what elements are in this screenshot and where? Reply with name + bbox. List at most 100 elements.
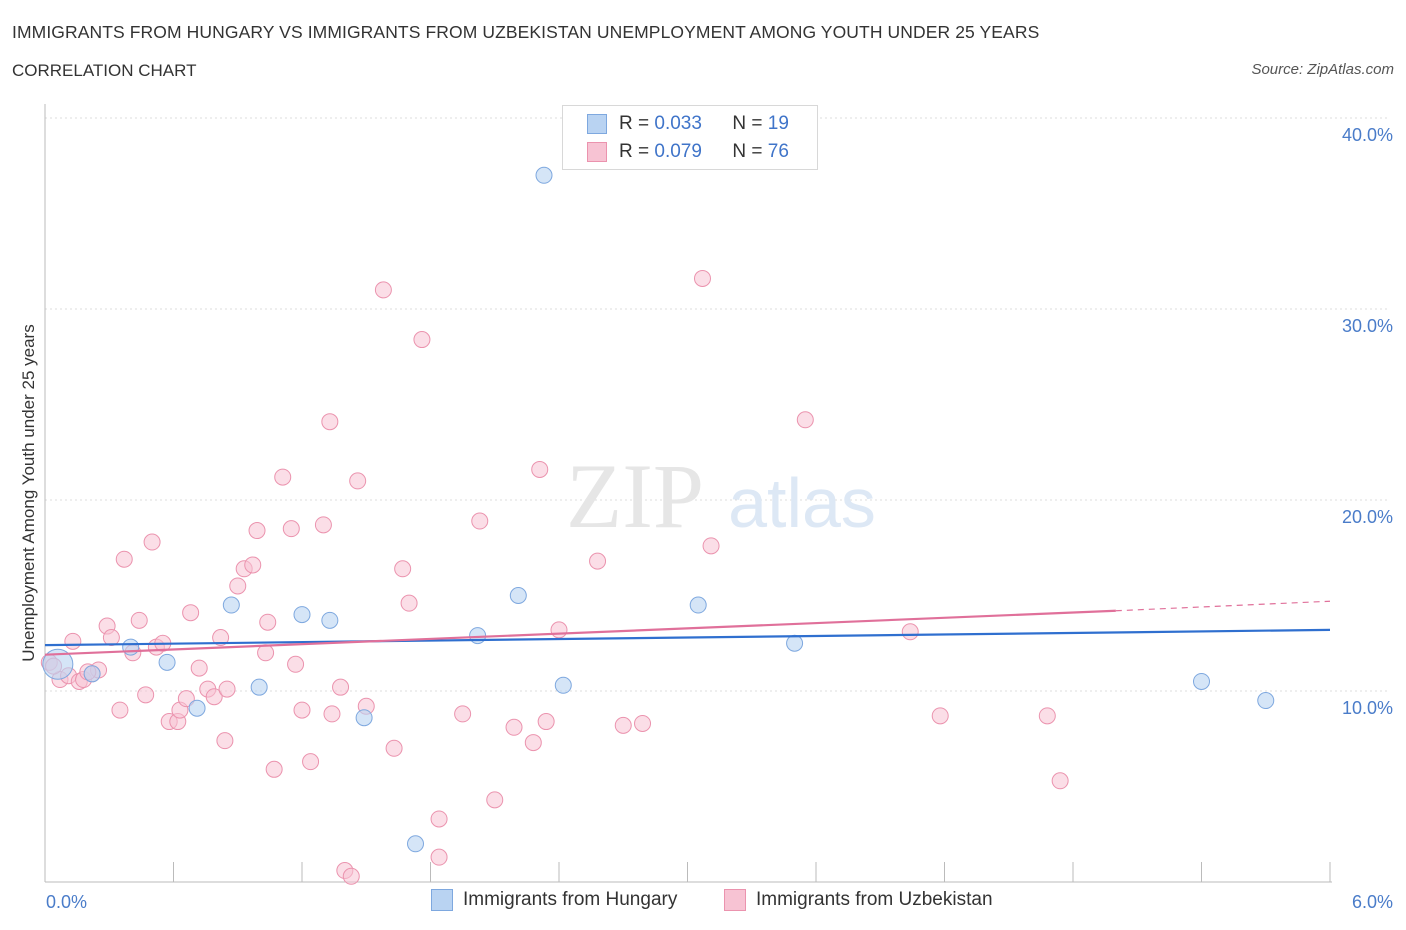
uzbekistan-point bbox=[524, 734, 542, 752]
watermark: ZIP atlas bbox=[566, 445, 876, 547]
uzbekistan-point bbox=[282, 520, 300, 538]
hungary-point bbox=[355, 709, 373, 727]
uzbekistan-point bbox=[413, 331, 431, 349]
hungary-n-label: N = bbox=[732, 113, 768, 134]
uzbekistan-point bbox=[614, 716, 632, 734]
legend-row-hungary: R = 0.033 N = 19 bbox=[587, 112, 789, 136]
uzbekistan-point bbox=[702, 537, 720, 555]
uzbekistan-point bbox=[505, 718, 523, 736]
uzbekistan-point bbox=[634, 714, 652, 732]
uzbekistan-point bbox=[374, 281, 392, 299]
hungary-swatch bbox=[587, 114, 607, 134]
uzbekistan-point bbox=[302, 753, 320, 771]
uzbekistan-point bbox=[430, 848, 448, 866]
hungary-point bbox=[689, 596, 707, 614]
uzbekistan-trend-line bbox=[44, 609, 1116, 656]
uzbekistan-point bbox=[177, 690, 195, 708]
uzbekistan-point bbox=[332, 678, 350, 696]
y-tick-label: 30.0% bbox=[1342, 316, 1393, 336]
hungary-point bbox=[321, 611, 339, 629]
uzbekistan-point bbox=[265, 760, 283, 778]
hungary-point bbox=[122, 638, 140, 656]
hungary-legend-swatch bbox=[431, 889, 453, 911]
watermark-atlas: atlas bbox=[728, 464, 876, 542]
hungary-legend-label: Immigrants from Hungary bbox=[463, 889, 678, 910]
uzbekistan-point bbox=[259, 613, 277, 631]
uzbekistan-point bbox=[931, 707, 949, 725]
legend-item-hungary[interactable]: Immigrants from Hungary bbox=[431, 889, 677, 911]
x-tick-label-min: 0.0% bbox=[46, 892, 87, 912]
uzbekistan-trend-extension bbox=[1115, 600, 1331, 612]
hungary-point bbox=[469, 627, 487, 645]
hungary-point bbox=[407, 835, 425, 853]
uzbekistan-point bbox=[537, 713, 555, 731]
uzbekistan-point bbox=[257, 644, 275, 662]
hungary-n-value: 19 bbox=[767, 113, 789, 134]
uzbekistan-point bbox=[394, 560, 412, 578]
uzbekistan-point bbox=[323, 705, 341, 723]
uzbekistan-r-value: 0.079 bbox=[654, 141, 702, 162]
hungary-point bbox=[250, 678, 268, 696]
legend-row-uzbekistan: R = 0.079 N = 76 bbox=[587, 140, 789, 164]
uzbekistan-r-label: R = bbox=[619, 141, 655, 162]
uzbekistan-point bbox=[486, 791, 504, 809]
y-tick-label: 20.0% bbox=[1342, 507, 1393, 527]
uzbekistan-point bbox=[218, 680, 236, 698]
uzbekistan-point bbox=[796, 411, 814, 429]
hungary-point bbox=[1257, 692, 1275, 710]
uzbekistan-legend-label: Immigrants from Uzbekistan bbox=[756, 889, 993, 910]
uzbekistan-point bbox=[182, 604, 200, 622]
uzbekistan-point bbox=[385, 739, 403, 757]
uzbekistan-point bbox=[454, 705, 472, 723]
uzbekistan-point bbox=[471, 512, 489, 530]
trend-lines bbox=[44, 600, 1331, 656]
uzbekistan-point bbox=[205, 688, 223, 706]
uzbekistan-point bbox=[190, 659, 208, 677]
uzbekistan-point bbox=[244, 556, 262, 574]
y-axis-label: Unemployment Among Youth under 25 years bbox=[19, 324, 38, 661]
uzbekistan-point bbox=[137, 686, 155, 704]
hungary-trend-line bbox=[44, 628, 1331, 647]
uzbekistan-point bbox=[550, 621, 568, 639]
uzbekistan-point bbox=[430, 810, 448, 828]
legend-item-uzbekistan[interactable]: Immigrants from Uzbekistan bbox=[724, 889, 993, 911]
uzbekistan-point bbox=[130, 611, 148, 629]
uzbekistan-point bbox=[248, 522, 266, 540]
hungary-point bbox=[158, 653, 176, 671]
uzbekistan-point bbox=[64, 632, 82, 650]
hungary-point bbox=[509, 587, 527, 604]
uzbekistan-point bbox=[901, 623, 919, 641]
uzbekistan-points bbox=[40, 269, 1069, 885]
uzbekistan-point bbox=[1038, 707, 1056, 725]
y-tick-label: 40.0% bbox=[1342, 125, 1393, 145]
uzbekistan-n-label: N = bbox=[732, 141, 768, 162]
uzbekistan-point bbox=[314, 516, 332, 534]
uzbekistan-point bbox=[293, 701, 311, 719]
uzbekistan-point bbox=[400, 594, 418, 612]
hungary-point bbox=[42, 648, 74, 680]
tick-labels: 10.0% 20.0% 30.0% 40.0% 0.0% 6.0% bbox=[46, 125, 1393, 912]
uzbekistan-point bbox=[1051, 772, 1069, 790]
grid-lines bbox=[45, 117, 1390, 692]
hungary-point bbox=[293, 606, 311, 624]
uzbekistan-point bbox=[212, 629, 230, 647]
x-tick-label-max: 6.0% bbox=[1352, 892, 1393, 912]
watermark-zip: ZIP bbox=[566, 445, 704, 547]
chart-title: IMMIGRANTS FROM HUNGARY VS IMMIGRANTS FR… bbox=[12, 22, 1040, 42]
uzbekistan-point bbox=[349, 472, 367, 490]
series-legend: Immigrants from Hungary Immigrants from … bbox=[0, 889, 1406, 915]
stats-legend: R = 0.033 N = 19 R = 0.079 N = 76 bbox=[562, 105, 818, 170]
uzbekistan-point bbox=[321, 413, 339, 431]
uzbekistan-legend-swatch bbox=[724, 889, 746, 911]
hungary-r-value: 0.033 bbox=[654, 113, 702, 134]
uzbekistan-point bbox=[531, 460, 549, 478]
hungary-point bbox=[1193, 672, 1210, 690]
y-tick-label: 10.0% bbox=[1342, 698, 1393, 718]
uzbekistan-point bbox=[287, 655, 305, 673]
hungary-r-label: R = bbox=[619, 113, 655, 134]
uzbekistan-point bbox=[143, 533, 161, 551]
uzbekistan-point bbox=[342, 867, 360, 885]
hungary-point bbox=[554, 676, 572, 694]
uzbekistan-point bbox=[115, 550, 133, 568]
